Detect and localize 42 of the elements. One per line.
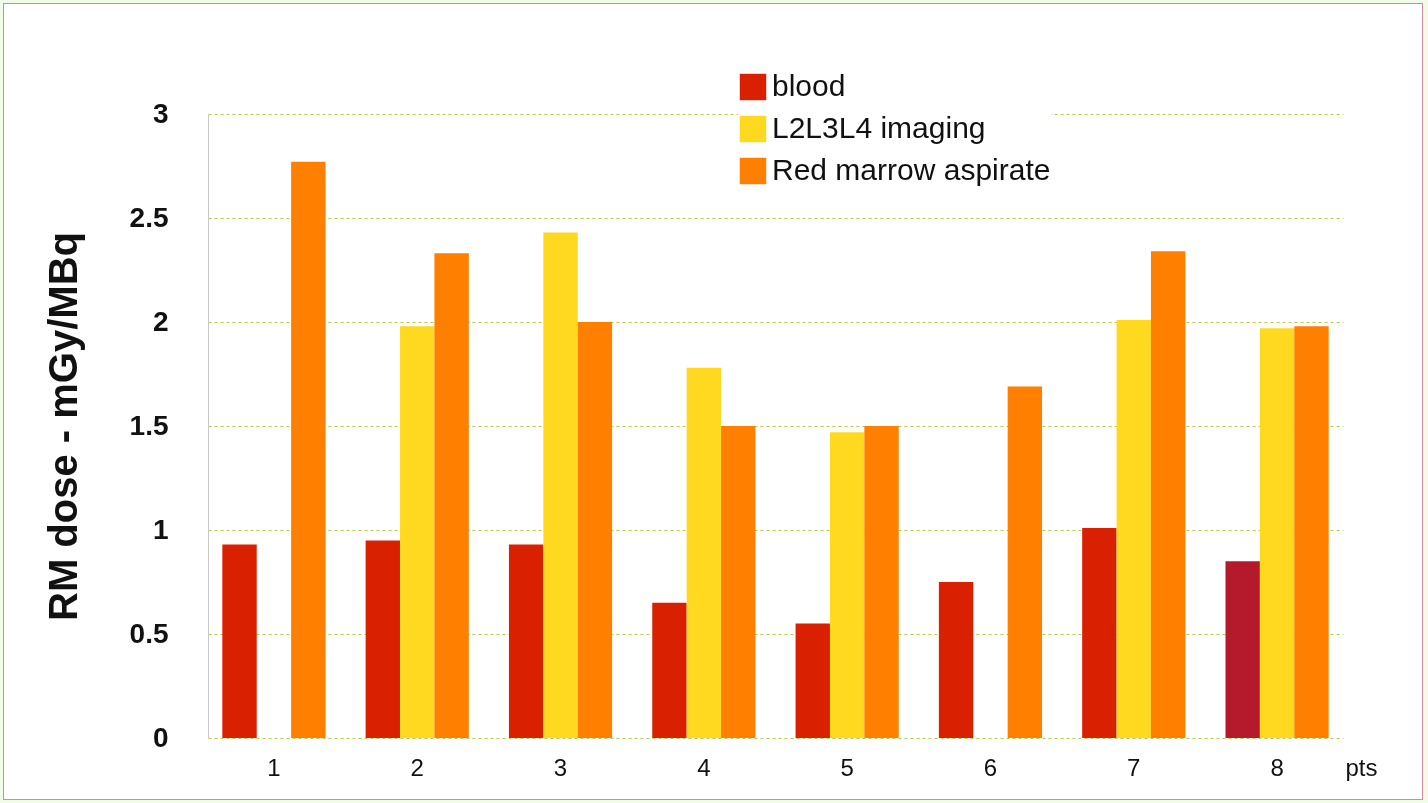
y-axis-title: RM dose - mGy/MBq: [40, 232, 85, 621]
bar: [1116, 319, 1151, 738]
y-tick-label: 0.5: [129, 617, 169, 649]
x-tick-label: 5: [840, 753, 854, 781]
bar: [686, 367, 722, 738]
legend-label: Red marrow aspirate: [772, 153, 1051, 186]
x-axis-title: pts: [1345, 753, 1378, 781]
x-tick-label: 7: [1127, 753, 1141, 781]
bar: [1150, 251, 1186, 738]
bar: [365, 540, 401, 738]
x-tick-label: 3: [553, 753, 568, 781]
bar: [1007, 386, 1043, 738]
bar: [795, 623, 830, 738]
x-tick-label: 2: [410, 753, 424, 781]
x-tick-label: 1: [267, 753, 281, 781]
bar: [1082, 527, 1117, 738]
bar: [829, 432, 865, 738]
bar: [434, 253, 469, 738]
bar: [543, 232, 578, 738]
y-tick-label: 2: [152, 305, 169, 337]
legend-label: L2L3L4 imaging: [772, 111, 986, 144]
bar: [938, 582, 974, 738]
bar: [652, 602, 687, 738]
y-tick-label: 1: [152, 513, 169, 545]
y-tick-label: 2.5: [129, 201, 169, 233]
bar: [1259, 328, 1295, 738]
bar: [577, 322, 613, 738]
x-tick-label: 4: [697, 753, 711, 781]
bar: [1294, 326, 1329, 738]
y-tick-label: 1.5: [129, 409, 169, 441]
bar: [222, 544, 257, 738]
bar: [508, 544, 544, 738]
y-tick-label: 0: [152, 721, 169, 753]
legend-label: blood: [772, 69, 846, 102]
x-tick-label: 6: [983, 753, 998, 781]
y-tick-label: 3: [152, 97, 169, 129]
bar: [1225, 561, 1260, 738]
x-tick-label: 8: [1270, 753, 1284, 781]
bar: [400, 326, 435, 738]
bar: [864, 426, 899, 738]
bar: [721, 426, 756, 738]
bar: [291, 161, 326, 738]
